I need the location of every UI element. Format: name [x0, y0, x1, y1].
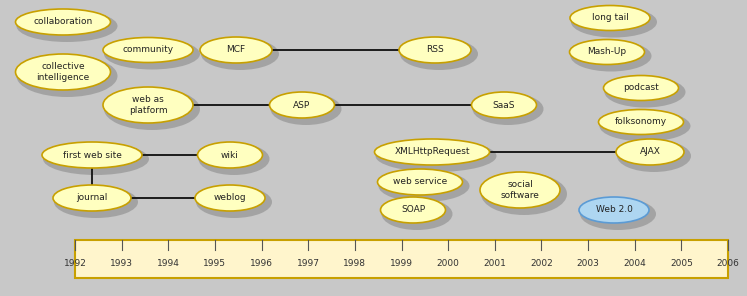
- Text: 2006: 2006: [716, 259, 740, 268]
- Ellipse shape: [598, 110, 684, 134]
- Ellipse shape: [200, 37, 272, 63]
- Ellipse shape: [600, 110, 690, 141]
- Ellipse shape: [571, 7, 657, 38]
- Ellipse shape: [399, 37, 471, 63]
- Ellipse shape: [199, 143, 270, 175]
- Text: folksonomy: folksonomy: [615, 118, 667, 126]
- Ellipse shape: [374, 139, 489, 165]
- Text: AJAX: AJAX: [639, 147, 660, 157]
- Ellipse shape: [471, 92, 536, 118]
- Ellipse shape: [377, 169, 462, 195]
- Ellipse shape: [473, 93, 544, 125]
- Text: 1999: 1999: [390, 259, 413, 268]
- Ellipse shape: [579, 197, 649, 223]
- Text: 1995: 1995: [203, 259, 226, 268]
- Text: podcast: podcast: [623, 83, 659, 92]
- Ellipse shape: [104, 38, 200, 70]
- Ellipse shape: [270, 93, 341, 125]
- Ellipse shape: [379, 170, 470, 202]
- Text: Web 2.0: Web 2.0: [595, 205, 633, 215]
- Text: 1993: 1993: [110, 259, 133, 268]
- Text: MCF: MCF: [226, 46, 246, 54]
- Ellipse shape: [54, 186, 138, 218]
- Ellipse shape: [380, 197, 445, 223]
- Ellipse shape: [480, 172, 560, 208]
- Ellipse shape: [16, 10, 117, 42]
- Text: 1992: 1992: [63, 259, 87, 268]
- Ellipse shape: [42, 142, 142, 168]
- Text: 2001: 2001: [483, 259, 506, 268]
- Text: web as
platform: web as platform: [128, 95, 167, 115]
- Ellipse shape: [604, 75, 678, 101]
- Text: web service: web service: [393, 178, 447, 186]
- Ellipse shape: [616, 139, 684, 165]
- Ellipse shape: [103, 87, 193, 123]
- Ellipse shape: [103, 38, 193, 62]
- Ellipse shape: [580, 198, 656, 230]
- Text: 1996: 1996: [250, 259, 273, 268]
- Ellipse shape: [16, 9, 111, 35]
- Text: wiki: wiki: [221, 150, 239, 160]
- Ellipse shape: [571, 41, 651, 72]
- Ellipse shape: [270, 92, 335, 118]
- Ellipse shape: [53, 185, 131, 211]
- Ellipse shape: [16, 54, 111, 90]
- Text: 2005: 2005: [670, 259, 692, 268]
- Text: long tail: long tail: [592, 14, 628, 22]
- Text: SOAP: SOAP: [401, 205, 425, 215]
- Ellipse shape: [481, 173, 567, 215]
- Text: 2004: 2004: [623, 259, 646, 268]
- Text: weblog: weblog: [214, 194, 247, 202]
- Text: community: community: [123, 46, 173, 54]
- Text: XMLHttpRequest: XMLHttpRequest: [394, 147, 470, 157]
- Ellipse shape: [195, 185, 265, 211]
- Ellipse shape: [43, 143, 149, 175]
- Ellipse shape: [197, 142, 262, 168]
- Text: social
software: social software: [500, 180, 539, 200]
- Ellipse shape: [16, 55, 117, 97]
- Text: 2003: 2003: [577, 259, 600, 268]
- Ellipse shape: [570, 6, 650, 30]
- Text: 1994: 1994: [157, 259, 180, 268]
- Text: collaboration: collaboration: [34, 17, 93, 27]
- Ellipse shape: [617, 140, 691, 172]
- Text: Mash-Up: Mash-Up: [587, 47, 627, 57]
- Text: 1998: 1998: [344, 259, 366, 268]
- Text: 1997: 1997: [297, 259, 320, 268]
- Text: journal: journal: [76, 194, 108, 202]
- Text: collective
intelligence: collective intelligence: [37, 62, 90, 82]
- Bar: [75, 240, 728, 278]
- Ellipse shape: [604, 76, 686, 107]
- Text: SaaS: SaaS: [493, 101, 515, 110]
- Ellipse shape: [201, 38, 279, 70]
- Text: 2002: 2002: [530, 259, 553, 268]
- Ellipse shape: [569, 39, 645, 65]
- Text: RSS: RSS: [426, 46, 444, 54]
- Ellipse shape: [196, 186, 272, 218]
- Ellipse shape: [104, 88, 200, 130]
- Ellipse shape: [376, 140, 497, 172]
- Ellipse shape: [400, 38, 478, 70]
- Text: 2000: 2000: [437, 259, 459, 268]
- Ellipse shape: [382, 198, 453, 230]
- Text: first web site: first web site: [63, 150, 122, 160]
- Text: ASP: ASP: [294, 101, 311, 110]
